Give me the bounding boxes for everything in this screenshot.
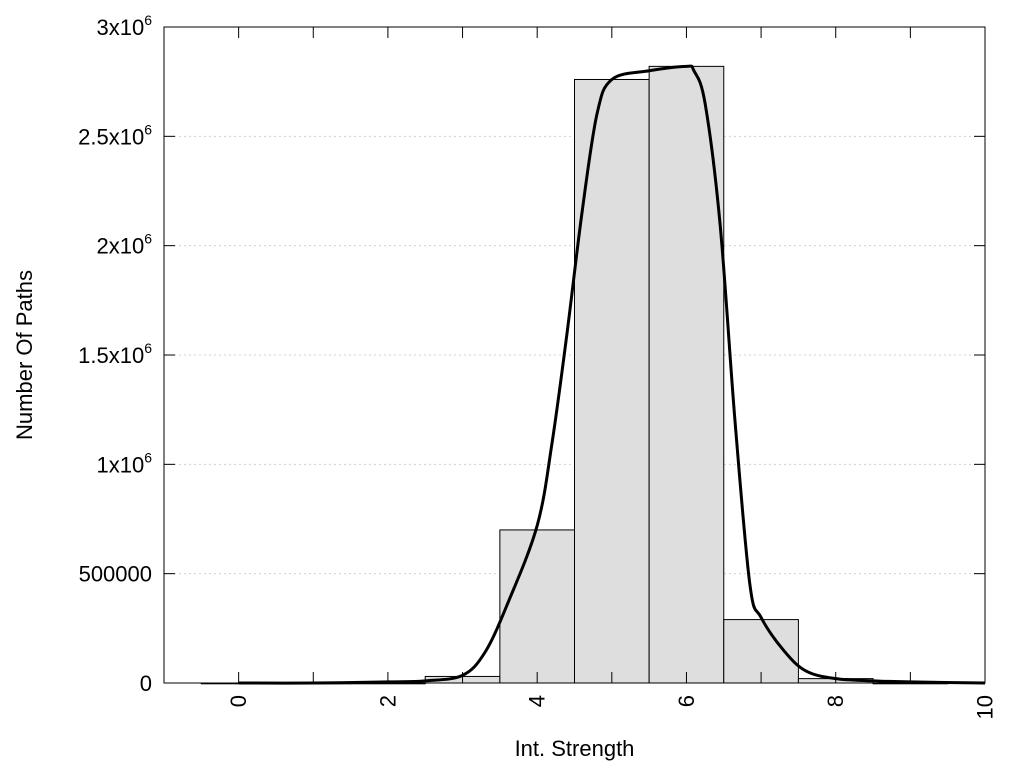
histogram-bar	[574, 78, 650, 684]
x-tick-label: 8	[823, 695, 848, 707]
fit-curve-layer	[238, 64, 986, 685]
x-tick-label: 4	[525, 695, 550, 707]
fit-curve	[238, 64, 986, 685]
y-tick-label: 3x106	[96, 12, 152, 40]
histogram-bars	[200, 65, 949, 685]
x-axis-label: Int. Strength	[515, 736, 635, 761]
y-tick-label: 1.5x106	[78, 340, 152, 368]
y-tick-label: 0	[140, 671, 152, 696]
x-tick-label: 10	[973, 695, 998, 719]
y-tick-label: 500000	[79, 562, 152, 587]
y-axis-label: Number Of Paths	[12, 270, 37, 440]
x-tick-label: 0	[226, 695, 251, 707]
y-axis-ticks: 0 500000 1x106 1.5x106 2x106 2.5x106 3x106	[78, 12, 985, 696]
y-tick-label: 2.5x106	[78, 121, 152, 149]
x-axis-ticks: 0 2 4 6 8 10	[226, 27, 998, 719]
y-tick-label: 1x106	[96, 449, 152, 477]
x-tick-label: 2	[375, 695, 400, 707]
y-tick-label: 2x106	[96, 231, 152, 259]
x-tick-label: 6	[674, 695, 699, 707]
histogram-bar	[499, 529, 576, 684]
